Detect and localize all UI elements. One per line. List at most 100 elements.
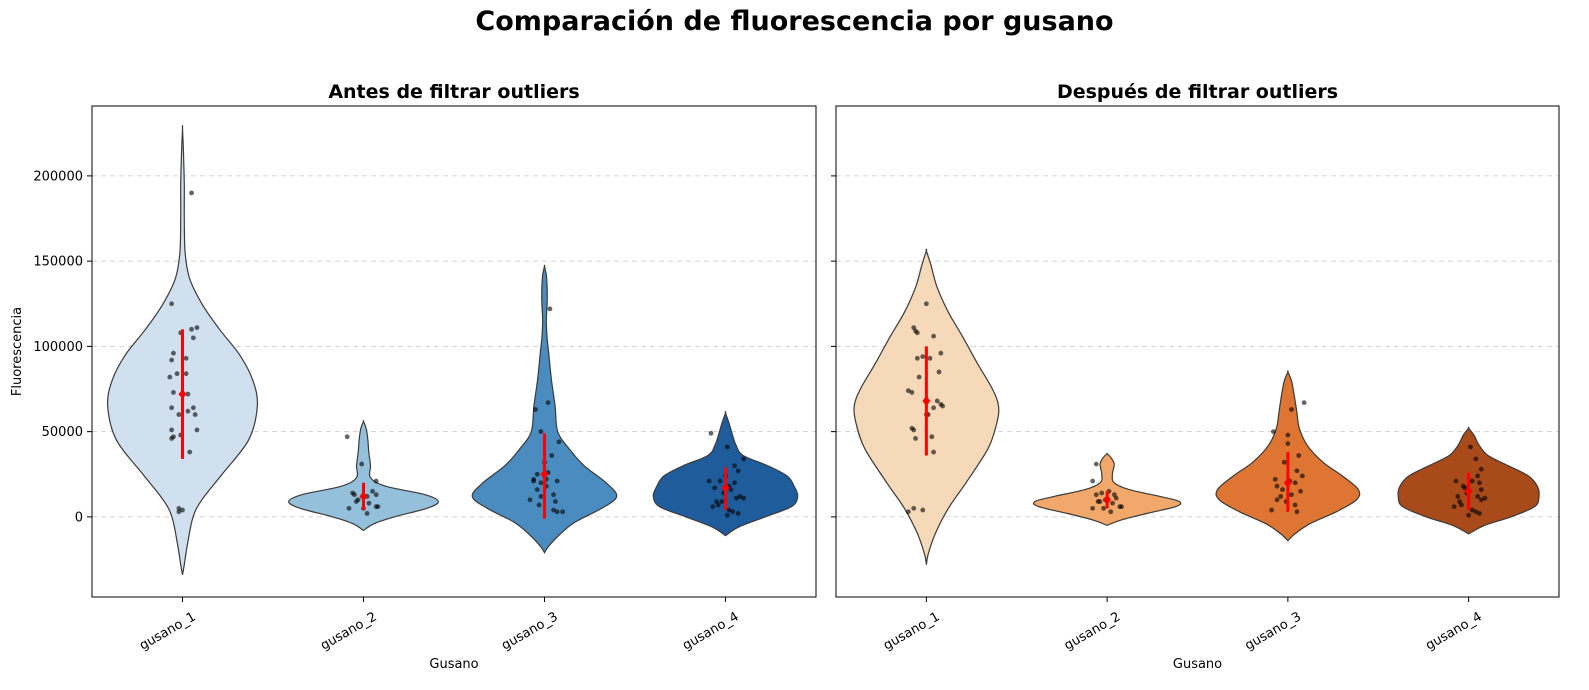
data-point bbox=[534, 471, 540, 477]
data-point bbox=[931, 449, 937, 455]
data-point bbox=[724, 512, 730, 518]
data-point bbox=[190, 405, 196, 411]
mean-marker bbox=[359, 491, 368, 502]
data-point bbox=[1478, 497, 1484, 503]
data-point bbox=[911, 505, 917, 511]
data-point bbox=[741, 456, 746, 462]
y-tick-label: 150000 bbox=[33, 255, 83, 270]
data-point bbox=[724, 444, 730, 450]
data-point bbox=[171, 350, 176, 356]
data-point bbox=[560, 509, 565, 515]
data-point bbox=[936, 369, 942, 375]
data-point bbox=[726, 507, 732, 513]
data-point bbox=[375, 504, 381, 510]
y-tick-label: 100000 bbox=[33, 340, 83, 355]
data-point bbox=[920, 354, 926, 360]
data-point bbox=[913, 436, 918, 441]
data-point bbox=[1455, 494, 1461, 499]
mean-marker bbox=[1103, 494, 1112, 505]
data-point bbox=[551, 492, 556, 498]
y-tick-label: 0 bbox=[75, 510, 83, 525]
data-point bbox=[180, 507, 185, 513]
data-point bbox=[536, 502, 542, 508]
data-point bbox=[554, 478, 560, 484]
data-point bbox=[1117, 504, 1123, 510]
data-point bbox=[1274, 497, 1280, 503]
data-point bbox=[194, 325, 200, 331]
data-point bbox=[1281, 459, 1287, 465]
data-point bbox=[1101, 505, 1106, 511]
data-point bbox=[552, 499, 558, 504]
data-point bbox=[1296, 453, 1302, 458]
data-point bbox=[187, 449, 193, 455]
data-point bbox=[190, 335, 196, 341]
data-point bbox=[189, 190, 194, 196]
data-point bbox=[1097, 499, 1103, 504]
data-point bbox=[1285, 432, 1291, 438]
data-point bbox=[359, 461, 365, 467]
data-point bbox=[352, 492, 357, 498]
data-point bbox=[715, 502, 721, 508]
x-tick-label: gusano_3 bbox=[1243, 609, 1304, 653]
data-point bbox=[741, 495, 746, 501]
data-point bbox=[346, 505, 352, 511]
y-tick-label: 200000 bbox=[33, 169, 83, 184]
mean-marker bbox=[922, 395, 931, 406]
data-point bbox=[1298, 488, 1303, 494]
mean-marker bbox=[721, 482, 730, 493]
data-point bbox=[1473, 456, 1479, 462]
data-point bbox=[1458, 502, 1464, 508]
data-point bbox=[185, 408, 191, 414]
data-point bbox=[169, 301, 175, 307]
data-point bbox=[1462, 485, 1468, 491]
data-point bbox=[549, 453, 555, 458]
y-tick-label: 50000 bbox=[42, 425, 83, 440]
violin-gusano_2 bbox=[1032, 452, 1182, 527]
data-point bbox=[728, 487, 734, 492]
data-point bbox=[1289, 492, 1294, 498]
panel-title: Antes de filtrar outliers bbox=[328, 81, 579, 103]
data-point bbox=[938, 350, 944, 356]
data-point bbox=[1478, 466, 1484, 472]
data-point bbox=[929, 434, 935, 440]
data-point bbox=[1272, 476, 1278, 482]
data-point bbox=[923, 301, 929, 307]
data-point bbox=[174, 371, 180, 377]
data-point bbox=[1482, 495, 1488, 501]
data-point bbox=[1113, 495, 1119, 501]
data-point bbox=[373, 492, 379, 498]
data-point bbox=[735, 468, 741, 474]
data-point bbox=[551, 507, 556, 513]
data-point bbox=[171, 390, 176, 395]
data-point bbox=[1292, 502, 1298, 508]
data-point bbox=[708, 430, 714, 436]
data-point bbox=[719, 499, 725, 504]
data-point bbox=[192, 412, 198, 417]
data-point bbox=[344, 434, 350, 440]
data-point bbox=[556, 439, 562, 445]
data-point bbox=[1269, 507, 1275, 513]
x-tick-label: gusano_1 bbox=[137, 609, 198, 653]
data-point bbox=[1299, 473, 1305, 479]
data-point bbox=[1294, 509, 1300, 515]
data-point bbox=[1478, 487, 1484, 492]
data-point bbox=[920, 507, 926, 513]
data-point bbox=[534, 487, 540, 492]
data-point bbox=[931, 333, 937, 339]
data-point bbox=[533, 407, 538, 412]
data-point bbox=[732, 480, 737, 486]
data-point bbox=[373, 478, 379, 484]
data-point bbox=[909, 390, 915, 395]
data-point bbox=[1468, 444, 1473, 450]
data-point bbox=[1477, 480, 1482, 486]
data-point bbox=[169, 436, 175, 441]
mean-marker bbox=[1283, 477, 1292, 488]
data-point bbox=[914, 330, 920, 336]
data-point bbox=[167, 374, 173, 380]
x-tick-label: gusano_1 bbox=[881, 609, 942, 653]
data-point bbox=[538, 494, 544, 499]
data-point bbox=[183, 371, 189, 377]
data-point bbox=[189, 326, 194, 332]
data-point bbox=[370, 488, 375, 494]
data-point bbox=[1475, 473, 1481, 479]
